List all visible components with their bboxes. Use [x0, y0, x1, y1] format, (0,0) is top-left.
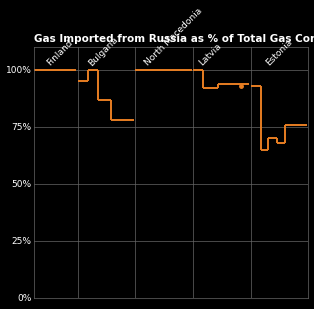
Text: Finland: Finland	[45, 38, 74, 68]
Text: Estonia: Estonia	[265, 38, 295, 68]
Text: North Macedonia: North Macedonia	[143, 6, 204, 68]
Text: Bulgaria: Bulgaria	[87, 35, 120, 68]
Text: Gas Imported from Russia as % of Total Gas Consumption: Gas Imported from Russia as % of Total G…	[34, 33, 314, 44]
Text: Latvia: Latvia	[197, 42, 223, 68]
